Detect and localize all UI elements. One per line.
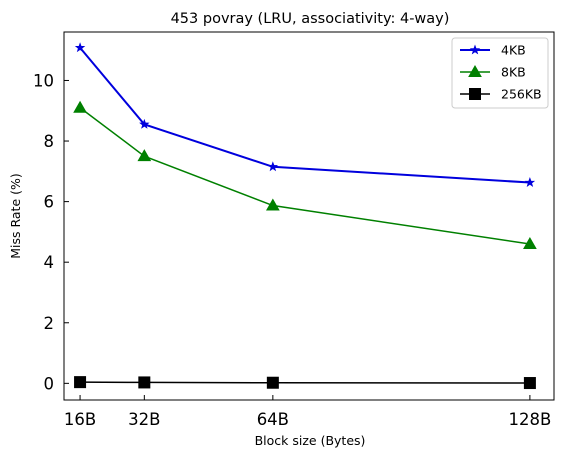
x-axis-label: Block size (Bytes) <box>255 433 366 448</box>
data-point-4kb <box>267 161 279 172</box>
x-axis-ticks: 16B 32B 64B 128B <box>64 395 551 429</box>
series-layer <box>73 42 537 390</box>
legend-marker-8kb <box>468 64 482 77</box>
legend-label-256kb: 256KB <box>501 87 542 102</box>
series-4kb <box>74 42 536 187</box>
y-tick-label: 10 <box>33 71 54 90</box>
x-tick-label: 16B <box>64 410 96 429</box>
data-point-8kb <box>73 100 87 113</box>
data-point-256kb <box>138 376 151 389</box>
legend-entry-256kb: 256KB <box>460 87 542 102</box>
data-point-256kb <box>523 377 536 390</box>
legend-label-4kb: 4KB <box>501 43 526 58</box>
data-point-8kb <box>265 198 280 211</box>
data-point-256kb <box>74 376 87 389</box>
legend-label-8kb: 8KB <box>501 65 526 80</box>
y-axis-ticks: 0 2 4 6 8 10 <box>33 71 69 393</box>
series-line-256kb <box>80 381 530 384</box>
series-8kb <box>73 100 537 250</box>
legend-entry-8kb: 8KB <box>460 65 526 80</box>
y-tick-label: 8 <box>44 132 55 151</box>
series-256kb <box>74 376 536 390</box>
data-point-256kb <box>266 376 279 389</box>
chart-title: 453 povray (LRU, associativity: 4-way) <box>171 11 450 27</box>
data-point-8kb <box>523 237 537 250</box>
data-point-4kb <box>524 177 536 187</box>
y-axis-label: Miss Rate (%) <box>8 173 23 259</box>
x-tick-label: 128B <box>508 410 551 429</box>
legend-marker-256kb <box>469 88 481 100</box>
legend: 4KB 8KB 256KB <box>451 37 549 109</box>
y-tick-label: 6 <box>44 193 55 212</box>
x-tick-label: 32B <box>128 410 160 429</box>
data-point-4kb <box>139 118 150 129</box>
legend-entry-4kb: 4KB <box>460 43 526 58</box>
y-tick-label: 4 <box>44 253 55 272</box>
plot-area-frame <box>63 31 555 401</box>
legend-marker-4kb <box>469 44 481 55</box>
x-tick-label: 64B <box>257 410 289 429</box>
y-tick-label: 0 <box>44 374 55 393</box>
series-line-8kb <box>79 107 531 245</box>
series-line-4kb <box>79 47 530 184</box>
y-tick-label: 2 <box>44 314 55 333</box>
data-point-4kb <box>74 42 86 53</box>
data-point-8kb <box>137 149 152 162</box>
